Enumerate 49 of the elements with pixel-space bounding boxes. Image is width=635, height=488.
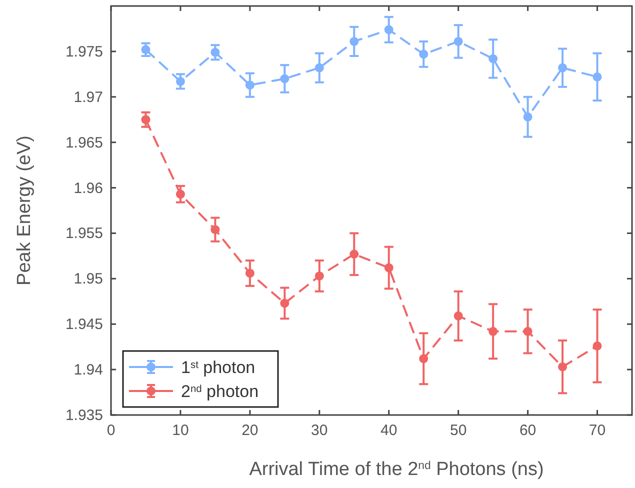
point	[558, 362, 568, 372]
point	[592, 341, 602, 350]
legend-label: 2$^{nd}$ photon	[181, 382, 259, 401]
point	[488, 54, 498, 64]
x-tick-label: 60	[519, 422, 536, 439]
point	[314, 63, 324, 72]
x-tick-label: 20	[242, 422, 258, 439]
y-tick-label: 1.935	[65, 407, 103, 424]
point	[454, 311, 463, 320]
y-tick-label: 1.95	[74, 270, 103, 288]
point	[141, 45, 150, 54]
point	[523, 112, 532, 122]
y-tick-label: 1.94	[74, 362, 103, 379]
x-tick-label: 40	[380, 422, 398, 439]
y-tick-label: 1.965	[65, 134, 103, 152]
y-tick-label: 1.955	[65, 225, 103, 242]
point	[350, 250, 359, 259]
y-tick-label: 1.945	[65, 316, 103, 334]
x-tick-label: 50	[450, 422, 467, 439]
point	[384, 25, 394, 34]
x-tick-label: 30	[311, 422, 328, 439]
point	[454, 36, 463, 46]
x-axis-title: Arrival Time of the 2$^{nd}$ Photons (ns)	[249, 459, 544, 480]
x-tick-label: 70	[588, 422, 606, 439]
y-tick-label: 1.975	[65, 43, 103, 60]
point	[210, 225, 220, 234]
point	[558, 63, 568, 72]
point	[280, 74, 290, 84]
y-tick-label: 1.96	[74, 180, 103, 197]
point	[280, 298, 290, 308]
point	[245, 268, 254, 278]
legend-label: 1$^{st}$ photon	[181, 358, 256, 377]
x-tick-label: 0	[106, 422, 116, 439]
point	[419, 50, 428, 59]
point	[141, 115, 150, 124]
point	[592, 72, 602, 82]
point	[176, 76, 185, 86]
x-tick-label: 10	[172, 422, 189, 439]
point	[384, 263, 394, 272]
point	[350, 36, 359, 46]
y-axis-title: Peak Energy (eV)	[14, 136, 35, 286]
point	[419, 354, 428, 364]
y-tick-label: 1.97	[74, 88, 103, 106]
point	[245, 80, 254, 90]
point	[176, 190, 185, 199]
point	[210, 48, 220, 57]
point	[314, 271, 324, 280]
point	[488, 326, 498, 336]
point	[523, 326, 532, 336]
